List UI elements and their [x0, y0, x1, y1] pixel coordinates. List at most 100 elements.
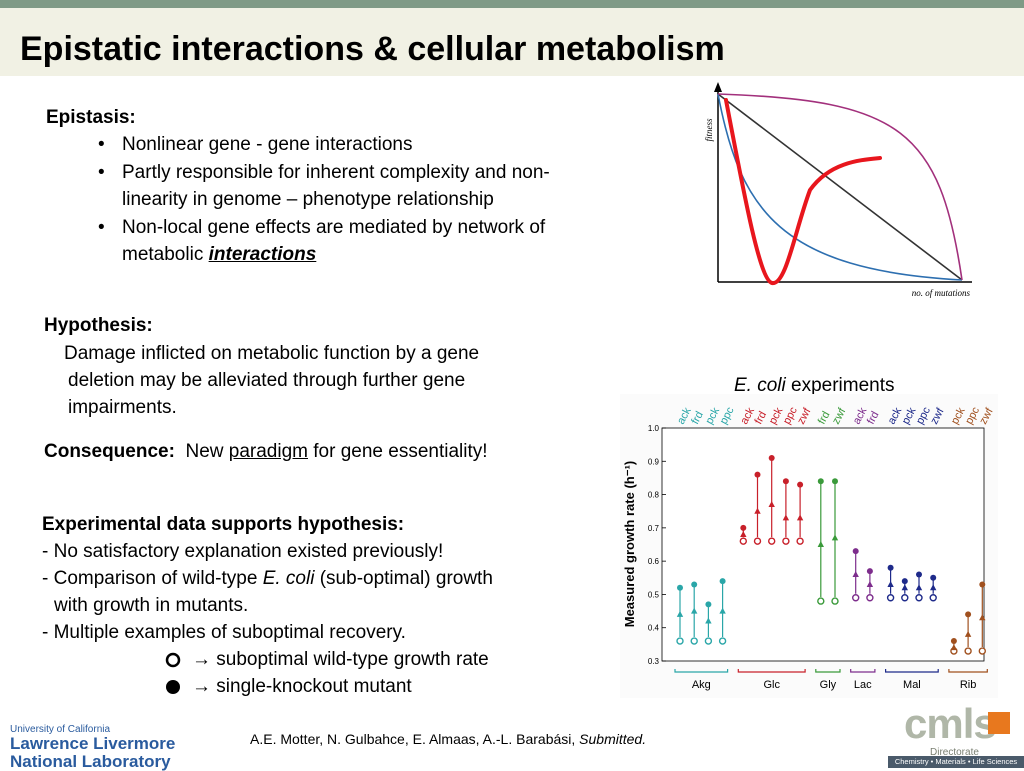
wild-type-point: [767, 537, 776, 545]
mutant-point: [916, 571, 922, 578]
gene-label: frd: [816, 409, 833, 426]
consequence-text: New: [185, 441, 229, 462]
double-mutant-point: [901, 584, 908, 591]
y-axis-arrow-icon: [714, 82, 722, 92]
group-bracket: [885, 669, 939, 673]
gene-label: frd: [865, 409, 882, 426]
double-mutant-point: [930, 584, 937, 591]
top-accent-bar: [0, 0, 1024, 8]
ecoli-italic: E. coli: [734, 375, 786, 396]
wild-type-point: [964, 647, 972, 655]
double-mutant-point: [740, 531, 747, 538]
wild-type-point: [753, 537, 762, 545]
cmls-orange-square-icon: [988, 712, 1010, 734]
experimental-line-4: - Multiple examples of suboptimal recove…: [42, 622, 406, 643]
group-label: Glc: [763, 679, 780, 691]
citation-text: A.E. Motter, N. Gulbahce, E. Almaas, A.-…: [250, 731, 580, 747]
wild-type-point: [718, 637, 727, 645]
slide-title: Epistatic interactions & cellular metabo…: [20, 30, 725, 68]
title-bar: Epistatic interactions & cellular metabo…: [0, 8, 1024, 76]
epistasis-heading: Epistasis:: [46, 107, 136, 128]
group-bracket: [737, 669, 806, 673]
double-mutant-point: [817, 541, 824, 547]
fitness-plot: fitness no. of mutations: [704, 82, 972, 298]
text-part: - Comparison of wild-type: [42, 568, 263, 589]
experimental-line-3: with growth in mutants.: [54, 595, 249, 616]
filled-circle-icon: [166, 680, 180, 694]
red-curve: [724, 98, 882, 285]
double-mutant-point: [796, 514, 804, 521]
mutant-point: [965, 611, 972, 618]
mutant-point: [866, 568, 873, 575]
cmls-directorate: Directorate: [930, 747, 979, 758]
y-tick-label: 0.6: [648, 557, 660, 566]
consequence-text-end: for gene essentiality!: [308, 441, 488, 462]
llnl-line-3: National Laboratory: [10, 752, 171, 771]
bullet-icon: •: [98, 134, 105, 155]
consequence-heading: Consequence:: [44, 441, 175, 462]
epistasis-bullet-2-cont: linearity in genome – phenotype relation…: [122, 189, 494, 210]
wild-type-point: [739, 537, 748, 545]
ecoli-caption: E. coli experiments: [734, 372, 895, 399]
group-label: Gly: [820, 679, 837, 691]
mutant-point: [797, 481, 804, 488]
double-mutant-point: [950, 644, 958, 651]
double-mutant-point: [754, 507, 761, 514]
double-mutant-point: [705, 617, 712, 624]
group-label: Akg: [692, 679, 711, 691]
mutant-point: [901, 578, 908, 585]
mutant-point: [979, 581, 986, 588]
cmls-tagline: Chemistry • Materials • Life Sciences: [888, 756, 1024, 768]
group-label: Mal: [903, 679, 921, 691]
double-mutant-point: [719, 607, 726, 614]
y-tick-label: 0.8: [648, 491, 660, 500]
double-mutant-point: [831, 534, 839, 541]
double-mutant-point: [887, 580, 894, 587]
epistasis-bullet-3: Non-local gene effects are mediated by n…: [122, 217, 546, 238]
hypothesis-line-2: deletion may be alleviated through furth…: [68, 370, 466, 391]
fitness-label: fitness: [704, 118, 714, 141]
experimental-line-1: - No satisfactory explanation existed pr…: [42, 541, 444, 562]
gene-label: frd: [753, 409, 770, 426]
mutations-label: no. of mutations: [912, 288, 971, 298]
wild-type-point: [782, 537, 790, 545]
mutant-point: [852, 548, 859, 555]
y-tick-label: 0.3: [648, 657, 660, 666]
mutant-point: [950, 638, 957, 645]
y-tick-label: 0.7: [648, 524, 660, 533]
double-mutant-point: [768, 501, 775, 508]
experimental-line-2: - Comparison of wild-type E. coli (sub-o…: [42, 565, 493, 592]
y-tick-label: 1.0: [648, 424, 660, 433]
double-mutant-point: [979, 614, 986, 621]
mutant-point: [930, 574, 937, 581]
chart-ylabel: Measured growth rate (h⁻¹): [622, 461, 637, 628]
purple-curve: [717, 93, 963, 281]
mutant-point: [832, 478, 838, 485]
y-tick-label: 0.9: [648, 457, 660, 466]
open-circle-icon: [165, 652, 181, 668]
double-mutant-point: [866, 580, 874, 587]
epistasis-bullet-3-cont: metabolic interactions: [122, 241, 316, 268]
double-mutant-point: [915, 584, 923, 591]
group-bracket: [948, 669, 988, 673]
interactions-emphasis: interactions: [208, 244, 317, 265]
group-bracket: [850, 669, 876, 673]
wild-type-point: [690, 637, 698, 645]
consequence-line: Consequence: New paradigm for gene essen…: [44, 438, 488, 465]
mutant-point: [705, 601, 712, 608]
group-bracket: [815, 669, 841, 673]
epistasis-bullet-1: Nonlinear gene - gene interactions: [122, 134, 413, 155]
wild-type-point: [851, 594, 860, 602]
wild-type-point: [796, 537, 804, 545]
group-label: Rib: [960, 679, 977, 691]
mutant-point: [817, 478, 824, 485]
mutant-point: [887, 564, 894, 571]
footer: University of California Lawrence Liverm…: [0, 700, 1024, 771]
text-part: (sub-optimal) growth: [314, 568, 493, 589]
mutant-point: [677, 584, 683, 591]
citation: A.E. Motter, N. Gulbahce, E. Almaas, A.-…: [250, 726, 646, 753]
llnl-line-1: University of California: [10, 724, 111, 735]
double-mutant-point: [964, 630, 972, 637]
ecoli-rest: experiments: [785, 375, 895, 396]
